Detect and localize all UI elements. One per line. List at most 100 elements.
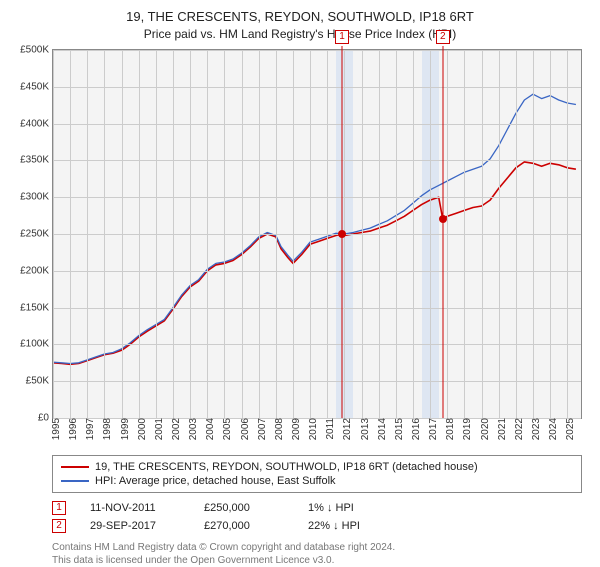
- gridline-v: [413, 50, 414, 418]
- xtick-label: 1999: [118, 418, 131, 440]
- ytick-label: £200K: [20, 265, 53, 276]
- xtick-label: 2001: [152, 418, 165, 440]
- ytick-label: £350K: [20, 155, 53, 166]
- gridline-h: [53, 234, 581, 235]
- gridline-v: [122, 50, 123, 418]
- gridline-v: [190, 50, 191, 418]
- chart-container: 19, THE CRESCENTS, REYDON, SOUTHWOLD, IP…: [0, 0, 600, 560]
- gridline-v: [396, 50, 397, 418]
- sales-row: 1 11-NOV-2011 £250,000 1% ↓ HPI: [52, 499, 582, 517]
- plot-area: £0£50K£100K£150K£200K£250K£300K£350K£400…: [52, 49, 582, 419]
- gridline-h: [53, 308, 581, 309]
- sale-dot: [338, 230, 346, 238]
- gridline-v: [104, 50, 105, 418]
- gridline-v: [173, 50, 174, 418]
- sale-dot: [439, 215, 447, 223]
- gridline-v: [310, 50, 311, 418]
- xtick-label: 2015: [392, 418, 405, 440]
- xtick-label: 2014: [375, 418, 388, 440]
- xtick-label: 2002: [169, 418, 182, 440]
- ytick-label: £300K: [20, 192, 53, 203]
- sales-date: 29-SEP-2017: [90, 520, 180, 532]
- xtick-label: 2020: [478, 418, 491, 440]
- gridline-v: [567, 50, 568, 418]
- gridline-v: [499, 50, 500, 418]
- ytick-label: £100K: [20, 339, 53, 350]
- gridline-h: [53, 124, 581, 125]
- gridline-v: [516, 50, 517, 418]
- xtick-label: 1998: [100, 418, 113, 440]
- gridline-v: [447, 50, 448, 418]
- series-hpi: [53, 94, 576, 363]
- footer-line2: This data is licensed under the Open Gov…: [52, 554, 582, 567]
- gridline-v: [259, 50, 260, 418]
- sales-marker: 1: [52, 501, 66, 515]
- ytick-label: £500K: [20, 44, 53, 55]
- gridline-v: [430, 50, 431, 418]
- xtick-label: 2017: [426, 418, 439, 440]
- ytick-label: £450K: [20, 81, 53, 92]
- xtick-label: 1995: [49, 418, 62, 440]
- gridline-v: [362, 50, 363, 418]
- sale-marker-box: 2: [436, 30, 450, 44]
- xtick-label: 2004: [203, 418, 216, 440]
- sales-row: 229-SEP-2017£270,00022% ↓ HPI: [52, 517, 582, 535]
- xtick-label: 2011: [323, 418, 336, 440]
- gridline-v: [156, 50, 157, 418]
- xtick-label: 2003: [186, 418, 199, 440]
- sales-delta: 1% ↓ HPI: [308, 502, 398, 514]
- sales-date: 11-NOV-2011: [90, 502, 180, 514]
- xtick-label: 2009: [289, 418, 302, 440]
- legend-label: HPI: Average price, detached house, East…: [95, 475, 336, 487]
- gridline-v: [327, 50, 328, 418]
- xtick-label: 1996: [66, 418, 79, 440]
- ytick-label: £150K: [20, 302, 53, 313]
- footer: Contains HM Land Registry data © Crown c…: [52, 541, 582, 567]
- gridline-h: [53, 197, 581, 198]
- gridline-h: [53, 87, 581, 88]
- xtick-label: 2000: [135, 418, 148, 440]
- gridline-v: [293, 50, 294, 418]
- xtick-label: 2007: [255, 418, 268, 440]
- xtick-label: 2022: [512, 418, 525, 440]
- ytick-label: £250K: [20, 228, 53, 239]
- sales-table: 1 11-NOV-2011 £250,000 1% ↓ HPI 2 29-SEP-2017…: [52, 499, 582, 535]
- chart-title: 19, THE CRESCENTS, REYDON, SOUTHWOLD, IP…: [8, 8, 592, 43]
- gridline-h: [53, 50, 581, 51]
- gridline-v: [482, 50, 483, 418]
- gridline-v: [276, 50, 277, 418]
- legend-swatch: [61, 466, 89, 468]
- title-line2: Price paid vs. HM Land Registry's House …: [8, 26, 592, 43]
- sale-marker-box: 1: [335, 30, 349, 44]
- sale-marker-line: [442, 46, 443, 418]
- xtick-label: 2019: [460, 418, 473, 440]
- sales-price: £270,000: [204, 520, 284, 532]
- xtick-label: 2005: [220, 418, 233, 440]
- xtick-label: 2008: [272, 418, 285, 440]
- sales-marker: 2: [52, 519, 66, 533]
- legend-swatch: [61, 480, 89, 482]
- gridline-v: [533, 50, 534, 418]
- gridline-v: [379, 50, 380, 418]
- xtick-label: 2012: [340, 418, 353, 440]
- sales-price: £250,000: [204, 502, 284, 514]
- xtick-label: 2025: [563, 418, 576, 440]
- gridline-v: [53, 50, 54, 418]
- title-line1: 19, THE CRESCENTS, REYDON, SOUTHWOLD, IP…: [8, 8, 592, 26]
- below-chart: 19, THE CRESCENTS, REYDON, SOUTHWOLD, IP…: [52, 455, 582, 567]
- ytick-label: £50K: [26, 376, 53, 387]
- xtick-label: 2013: [358, 418, 371, 440]
- legend-label: 19, THE CRESCENTS, REYDON, SOUTHWOLD, IP…: [95, 461, 478, 473]
- xtick-label: 2018: [443, 418, 456, 440]
- gridline-h: [53, 381, 581, 382]
- legend: 19, THE CRESCENTS, REYDON, SOUTHWOLD, IP…: [52, 455, 582, 493]
- gridline-h: [53, 160, 581, 161]
- gridline-v: [87, 50, 88, 418]
- gridline-h: [53, 344, 581, 345]
- gridline-v: [139, 50, 140, 418]
- gridline-v: [550, 50, 551, 418]
- xtick-label: 2021: [495, 418, 508, 440]
- gridline-v: [464, 50, 465, 418]
- legend-row: 19, THE CRESCENTS, REYDON, SOUTHWOLD, IP…: [61, 460, 573, 474]
- ytick-label: £400K: [20, 118, 53, 129]
